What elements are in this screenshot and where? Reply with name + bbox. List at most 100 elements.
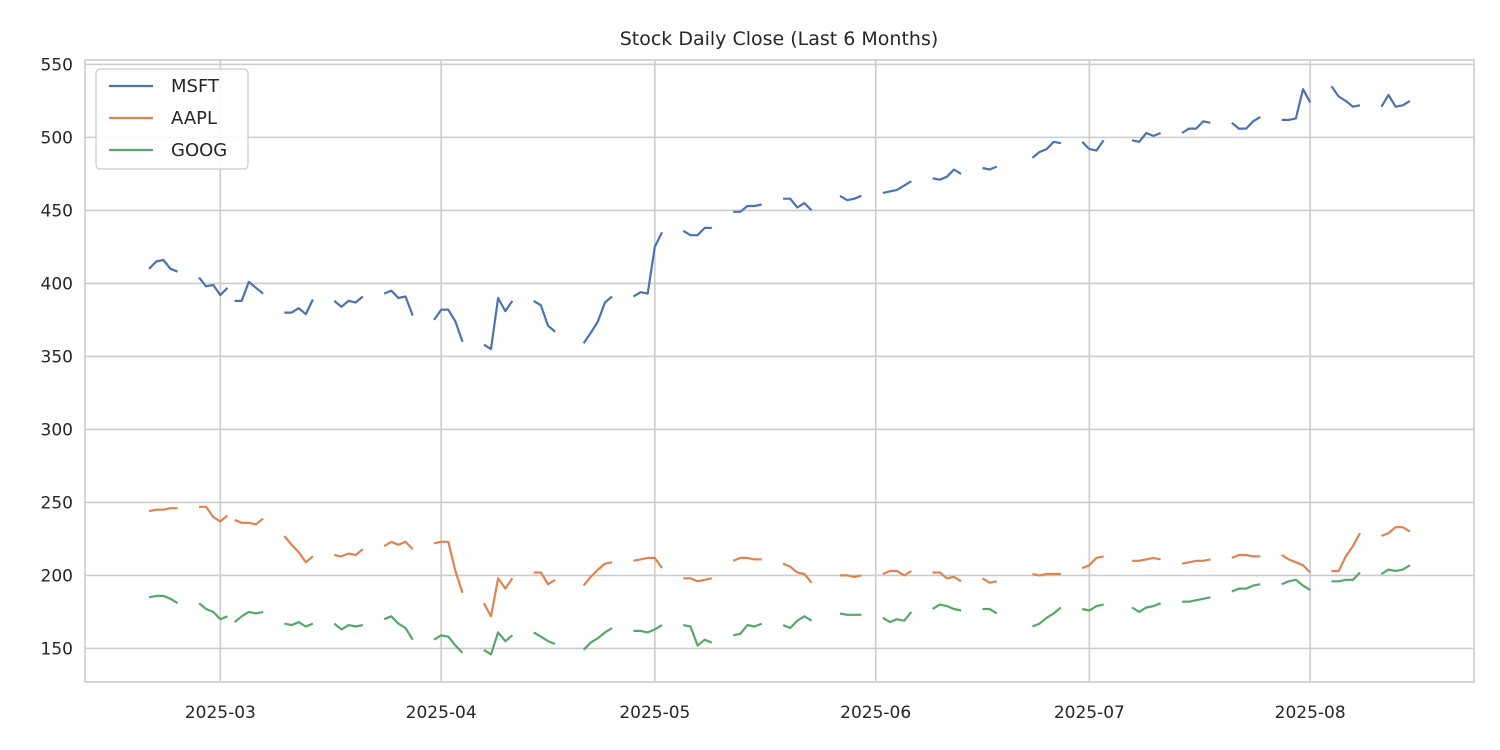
series-line-msft <box>882 180 912 194</box>
series-line-msft <box>632 231 663 298</box>
series-line-msft <box>1380 93 1411 108</box>
series-line-aapl <box>732 556 762 562</box>
series-line-msft <box>1330 85 1361 108</box>
series-line-goog <box>533 631 556 646</box>
series-line-msft <box>1181 120 1211 134</box>
series-goog <box>148 564 1411 656</box>
series-line-aapl <box>1081 555 1104 570</box>
series-line-goog <box>284 620 314 628</box>
x-tick-label: 2025-03 <box>185 703 256 723</box>
gridlines <box>85 60 1474 682</box>
series-line-aapl <box>882 569 912 577</box>
series-line-aapl <box>1281 554 1311 574</box>
legend-items: MSFT AAPL GOOG <box>109 76 227 161</box>
series-line-msft <box>198 276 229 297</box>
series-line-goog <box>1081 603 1104 612</box>
legend-label-msft: MSFT <box>171 76 220 97</box>
series-line-msft <box>682 226 712 237</box>
series-line-goog <box>882 611 913 624</box>
series-line-goog <box>932 603 962 612</box>
plot-frame <box>84 59 1475 683</box>
series-line-goog <box>198 602 228 621</box>
series-line-aapl <box>533 571 556 586</box>
series-line-goog <box>982 607 998 615</box>
x-tick-label: 2025-08 <box>1275 703 1346 723</box>
series-line-msft <box>1131 131 1162 143</box>
series-line-aapl <box>482 577 514 618</box>
series-line-goog <box>782 615 813 630</box>
series-line-aapl <box>234 517 264 526</box>
y-tick-label: 150 <box>41 639 73 659</box>
series-line-goog <box>433 634 464 654</box>
x-tick-label: 2025-07 <box>1054 703 1125 723</box>
series-msft <box>148 85 1411 351</box>
y-tick-label: 550 <box>41 55 73 75</box>
x-tick-label: 2025-05 <box>619 703 690 723</box>
series-line-msft <box>982 165 998 171</box>
series-aapl <box>148 505 1411 618</box>
series-line-msft <box>284 299 314 316</box>
series-line-goog <box>383 615 414 641</box>
series-line-aapl <box>1331 532 1361 573</box>
series-line-aapl <box>683 577 713 583</box>
series-line-aapl <box>283 535 314 564</box>
series-line-msft <box>1281 88 1312 122</box>
y-tick-label: 450 <box>41 201 73 221</box>
series-line-aapl <box>633 556 663 569</box>
series-lines <box>148 85 1411 656</box>
series-line-goog <box>633 624 663 634</box>
series-line-aapl <box>1380 526 1411 538</box>
chart-title: Stock Daily Close (Last 6 Months) <box>620 28 939 50</box>
series-line-msft <box>483 296 514 351</box>
series-line-aapl <box>782 562 813 584</box>
series-line-goog <box>148 594 179 605</box>
series-line-msft <box>783 197 813 212</box>
series-line-goog <box>233 610 264 623</box>
y-tick-label: 200 <box>41 566 73 586</box>
series-line-aapl <box>582 561 613 587</box>
series-line-msft <box>1081 139 1105 152</box>
series-line-goog <box>1131 602 1162 614</box>
legend-label-aapl: AAPL <box>171 108 217 129</box>
series-line-aapl <box>148 507 178 513</box>
series-line-goog <box>1182 596 1211 603</box>
series-line-msft <box>433 308 464 343</box>
series-line-goog <box>1231 583 1261 593</box>
series-line-msft <box>533 299 556 333</box>
x-tick-label: 2025-06 <box>840 703 911 723</box>
series-line-goog <box>582 627 613 651</box>
series-line-aapl <box>1132 556 1161 562</box>
series-line-goog <box>839 612 862 616</box>
series-line-goog <box>1031 606 1062 628</box>
series-line-aapl <box>199 505 229 523</box>
series-line-msft <box>333 295 364 308</box>
series-line-msft <box>148 258 179 273</box>
legend: MSFT AAPL GOOG <box>95 68 249 170</box>
y-tick-label: 350 <box>41 347 73 367</box>
y-tick-label: 250 <box>41 493 73 513</box>
series-line-goog <box>1380 564 1411 575</box>
series-line-msft <box>234 280 264 302</box>
series-line-aapl <box>981 577 998 584</box>
series-line-aapl <box>433 540 464 594</box>
series-line-msft <box>733 203 762 213</box>
series-line-aapl <box>1231 553 1261 559</box>
y-axis-ticks: 150 200 250 300 350 400 450 500 550 <box>41 55 73 659</box>
series-line-aapl <box>932 571 962 583</box>
x-axis-ticks: 2025-03 2025-04 2025-05 2025-06 2025-07 2025-… <box>185 703 1346 723</box>
legend-label-goog: GOOG <box>171 140 227 161</box>
series-line-msft <box>582 295 613 344</box>
y-tick-label: 400 <box>41 274 73 294</box>
series-line-msft <box>1031 140 1062 159</box>
x-tick-label: 2025-04 <box>406 703 477 723</box>
series-line-aapl <box>1181 558 1211 565</box>
series-line-msft <box>932 168 962 181</box>
series-line-msft <box>1231 115 1261 130</box>
y-tick-label: 500 <box>41 128 73 148</box>
series-line-goog <box>1331 571 1361 583</box>
y-tick-label: 300 <box>41 420 73 440</box>
series-line-msft <box>383 289 414 316</box>
series-line-goog <box>732 622 763 637</box>
